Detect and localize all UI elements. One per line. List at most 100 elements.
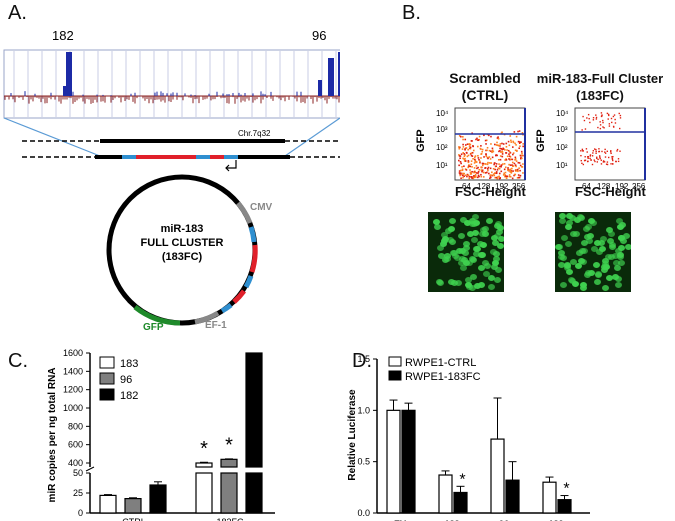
gfp-label: GFP bbox=[143, 322, 164, 333]
chart-d-bar bbox=[490, 438, 505, 514]
b-xtick-1-3: 256 bbox=[512, 182, 526, 191]
chart-c-bar bbox=[99, 494, 117, 514]
chart-c-significance: * bbox=[225, 434, 233, 456]
chart-d-legend-label: RWPE1-183FC bbox=[405, 371, 481, 383]
peak-label-182: 182 bbox=[52, 28, 74, 43]
chromosome-label: Chr.7q32 bbox=[238, 129, 271, 138]
chart-c-significance: * bbox=[200, 438, 208, 460]
b-ylabel-2: GFP bbox=[535, 129, 547, 152]
b-ytick-1-3: 10¹ bbox=[436, 161, 448, 170]
b-col1-title-line1: Scrambled bbox=[449, 70, 521, 86]
b-xtick-2-0: 64 bbox=[582, 182, 591, 191]
chart-d-xtick-label: EV bbox=[394, 519, 406, 521]
b-xtick-1-2: 192 bbox=[495, 182, 509, 191]
chart-d-bar bbox=[542, 481, 557, 514]
b-ytick-1-0: 10⁴ bbox=[436, 109, 449, 118]
chart-c-legend-swatch bbox=[99, 388, 115, 401]
chart-c-ytick-label: 800 bbox=[68, 421, 83, 431]
b-ytick-2-1: 10³ bbox=[556, 125, 568, 134]
b-ytick-1-2: 10² bbox=[436, 143, 448, 152]
b-ytick-2-3: 10¹ bbox=[556, 161, 568, 170]
flow-cytometry-plots: GFP 10⁴ 10³ 10² 10¹ 64 128 192 256 GFP 1… bbox=[415, 107, 646, 191]
chart-c-ytick-label: 0 bbox=[78, 508, 83, 518]
chart-c-ytick-label: 25 bbox=[73, 488, 83, 498]
chart-d-legend-label: RWPE1-CTRL bbox=[405, 357, 476, 369]
chart-c-ytick-label: 1200 bbox=[63, 385, 83, 395]
panel-label-a: A. bbox=[8, 2, 27, 24]
b-xlabel-2: FSC-Height bbox=[575, 184, 646, 199]
chart-c-bar bbox=[245, 352, 263, 468]
chart-c-bar bbox=[220, 458, 238, 468]
chart-d-ytick-label: 1.0 bbox=[357, 405, 370, 415]
plasmid-map bbox=[106, 174, 258, 326]
chart-c-xtick-label: CTRL bbox=[122, 517, 146, 521]
b-xlabel-1: FSC-Height bbox=[455, 184, 526, 199]
b-col2-title: miR-183-Full Cluster (183FC) bbox=[525, 70, 675, 104]
b-col1-title-line2: (CTRL) bbox=[461, 87, 509, 103]
b-xtick-2-1: 128 bbox=[597, 182, 611, 191]
chart-d-ytick-label: 0.0 bbox=[357, 508, 370, 518]
chart-c-bar bbox=[149, 484, 167, 514]
b-ytick-2-2: 10² bbox=[556, 143, 568, 152]
chart-c-xtick-label: 183FC bbox=[216, 517, 244, 521]
chart-c-bar bbox=[195, 472, 213, 514]
flow-plot-183fc bbox=[574, 107, 646, 181]
chromosome-map bbox=[22, 139, 340, 172]
panel-label-c: C. bbox=[8, 350, 28, 372]
chart-c-ytick-label: 1000 bbox=[63, 403, 83, 413]
chart-c-bar bbox=[245, 472, 263, 514]
chart-c-ytick-label: 600 bbox=[68, 440, 83, 450]
chart-d: 0.0 0.5 1.0 1.5 Relative Luciferase EV * 183 96 *… bbox=[347, 354, 590, 521]
chart-d-ytick-label: 1.5 bbox=[357, 354, 370, 364]
chart-c-ylabel: miR copies per ng total RNA bbox=[47, 367, 58, 502]
b-ylabel-1: GFP bbox=[415, 129, 427, 152]
cmv-label: CMV bbox=[250, 202, 273, 213]
panel-label-b: B. bbox=[402, 2, 421, 24]
chart-c-ytick-label: 1600 bbox=[63, 348, 83, 358]
chart-d-bar bbox=[505, 479, 520, 514]
b-xtick-1-0: 64 bbox=[462, 182, 471, 191]
b-xtick-2-2: 192 bbox=[615, 182, 629, 191]
b-xtick-2-3: 256 bbox=[632, 182, 646, 191]
b-col2-title-line1: miR-183-Full Cluster bbox=[536, 71, 664, 86]
plasmid-line-3: (183FC) bbox=[162, 251, 203, 263]
b-col1-title: Scrambled (CTRL) bbox=[440, 70, 530, 104]
chart-c-bar bbox=[124, 498, 142, 514]
chart-d-ylabel: Relative Luciferase bbox=[347, 389, 358, 481]
chart-c-legend-label: 183 bbox=[120, 358, 138, 370]
peak-label-96: 96 bbox=[312, 28, 326, 43]
chart-d-ytick-label: 0.5 bbox=[357, 457, 370, 467]
chart-d-bar bbox=[401, 409, 416, 514]
plasmid-line-2: FULL CLUSTER bbox=[141, 237, 224, 249]
chart-d-significance: * bbox=[563, 481, 569, 498]
chart-c-legend-swatch bbox=[99, 372, 115, 385]
gfp-microscopy-183fc bbox=[555, 212, 631, 292]
ef1-label: EF-1 bbox=[205, 320, 227, 331]
chart-d-bar bbox=[453, 491, 468, 514]
peak-183 bbox=[338, 52, 340, 96]
chart-c-bar bbox=[195, 462, 213, 468]
conservation-track bbox=[3, 49, 340, 119]
peak-96 bbox=[328, 58, 334, 96]
gfp-microscopy-ctrl bbox=[428, 212, 504, 292]
panel-label-d: D. bbox=[352, 350, 372, 372]
b-ytick-1-1: 10³ bbox=[436, 125, 448, 134]
chart-d-bar bbox=[438, 474, 453, 514]
b-col2-title-line2: (183FC) bbox=[576, 88, 624, 103]
chart-c-legend-swatch bbox=[99, 356, 115, 369]
chart-d-legend-swatch bbox=[388, 356, 402, 367]
chart-d-legend-swatch bbox=[388, 370, 402, 381]
chart-d-bar bbox=[557, 499, 572, 514]
chart-c-legend-label: 182 bbox=[120, 390, 138, 402]
b-xtick-1-1: 128 bbox=[477, 182, 491, 191]
panel-a-figure: 182 96 183 Chr.7q32 miR-183 FULL CLUSTER… bbox=[3, 28, 340, 333]
chart-d-xtick-label: 96 bbox=[499, 519, 509, 521]
chart-d-bar bbox=[386, 409, 401, 514]
chart-c-ytick-label: 50 bbox=[73, 468, 83, 478]
chart-d-significance: * bbox=[459, 471, 465, 488]
chart-c-significance: * bbox=[250, 345, 258, 350]
chart-c-bar bbox=[220, 472, 238, 514]
peak-182 bbox=[66, 52, 72, 96]
chart-c-legend-label: 96 bbox=[120, 374, 132, 386]
